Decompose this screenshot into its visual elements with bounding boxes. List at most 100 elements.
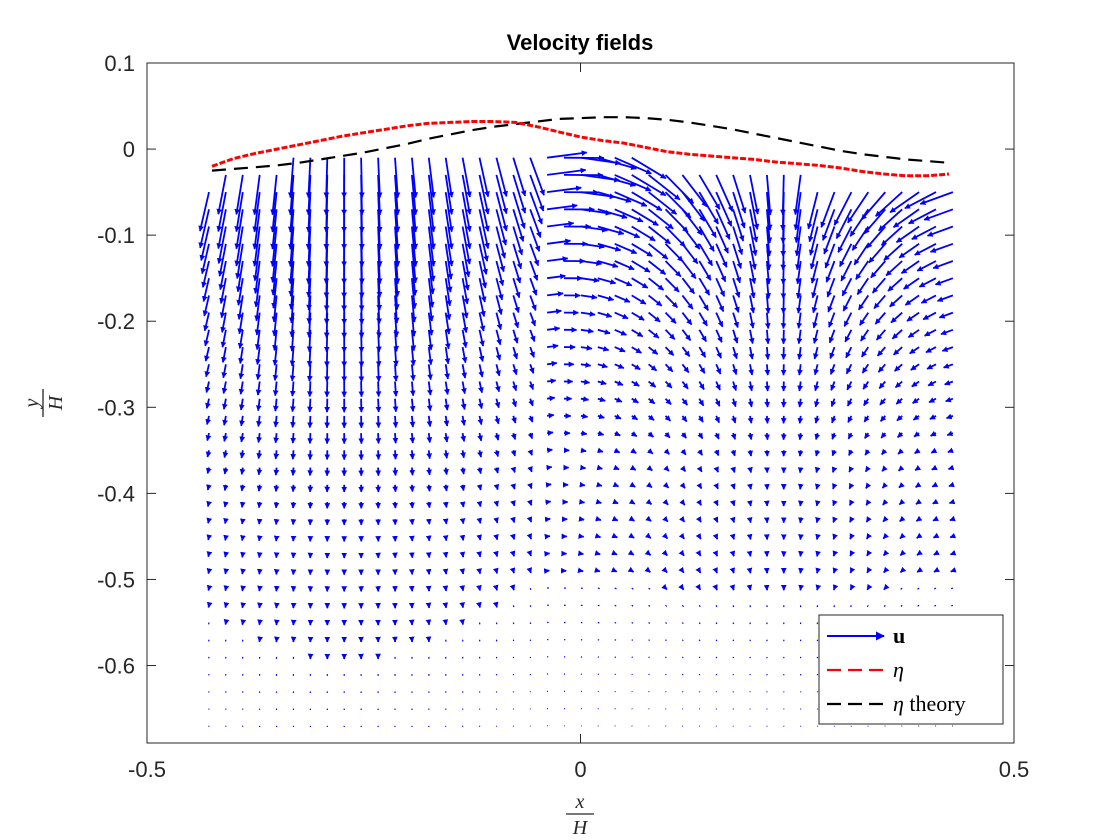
velocity-arrow [824, 243, 836, 269]
velocity-arrow [324, 347, 330, 368]
velocity-arrow [732, 622, 735, 625]
velocity-arrow [879, 415, 887, 422]
velocity-arrow [444, 226, 454, 267]
velocity-arrow [661, 566, 668, 574]
velocity-arrow [648, 604, 651, 607]
velocity-arrow [879, 398, 886, 406]
velocity-arrow [478, 312, 486, 332]
velocity-arrow [896, 414, 903, 422]
velocity-arrow [629, 464, 637, 471]
velocity-arrow [914, 243, 937, 256]
legend-label-eta-theory: η theory [893, 691, 966, 716]
velocity-arrow [461, 329, 468, 349]
velocity-arrow [461, 364, 468, 379]
velocity-arrow [916, 549, 923, 556]
velocity-arrow [749, 243, 757, 270]
velocity-arrow [579, 481, 586, 488]
velocity-arrow [594, 532, 602, 539]
velocity-arrow [204, 346, 210, 362]
velocity-arrow [288, 260, 295, 297]
velocity-arrow [938, 311, 954, 319]
velocity-arrow [238, 364, 245, 380]
velocity-arrow [831, 449, 838, 457]
velocity-arrow [461, 209, 472, 250]
velocity-arrow [681, 398, 689, 406]
velocity-arrow [878, 380, 886, 389]
velocity-arrow [795, 278, 802, 299]
velocity-arrow [766, 192, 773, 231]
velocity-arrow [713, 466, 720, 473]
velocity-arrow [393, 278, 400, 311]
legend-label-eta: η [893, 657, 904, 682]
velocity-arrow [857, 294, 870, 311]
velocity-arrow [631, 656, 634, 659]
velocity-arrow [256, 467, 263, 476]
velocity-arrow [610, 567, 618, 573]
velocity-arrow [882, 549, 890, 557]
velocity-arrow [765, 278, 772, 299]
velocity-arrow [665, 673, 667, 676]
velocity-arrow [865, 482, 872, 489]
velocity-arrow [914, 464, 922, 472]
velocity-arrow [648, 329, 660, 339]
velocity-arrow [664, 225, 686, 248]
velocity-arrow [580, 362, 592, 368]
velocity-arrow [495, 312, 503, 331]
velocity-arrow [920, 294, 937, 304]
velocity-arrow [427, 278, 435, 308]
velocity-arrow [443, 467, 449, 476]
velocity-arrow [287, 226, 295, 267]
velocity-arrow [375, 347, 382, 367]
velocity-arrow [426, 467, 432, 476]
velocity-arrow [793, 174, 802, 216]
velocity-arrow [273, 415, 279, 428]
velocity-arrow [797, 415, 804, 424]
velocity-arrow [476, 517, 483, 524]
velocity-arrow [546, 256, 569, 262]
velocity-arrow [512, 191, 526, 229]
velocity-arrow [529, 157, 545, 196]
velocity-arrow [947, 447, 954, 454]
velocity-arrow [394, 174, 401, 216]
velocity-arrow [527, 415, 534, 423]
velocity-arrow [730, 432, 737, 440]
velocity-arrow [811, 277, 819, 299]
velocity-arrow [494, 381, 501, 393]
velocity-arrow [252, 243, 261, 282]
velocity-arrow [495, 622, 498, 625]
y-tick-label: -0.6 [97, 654, 135, 679]
velocity-arrow [220, 312, 227, 333]
velocity-arrow [580, 242, 605, 250]
velocity-arrow [880, 225, 903, 246]
velocity-arrow [459, 585, 465, 592]
velocity-arrow [646, 465, 653, 472]
velocity-arrow [476, 551, 482, 558]
x-axis-label: x H [566, 791, 594, 839]
velocity-arrow [461, 346, 468, 364]
velocity-arrow [512, 174, 527, 214]
velocity-arrow [747, 398, 754, 408]
velocity-arrow [864, 465, 871, 473]
velocity-arrow [631, 414, 638, 421]
velocity-arrow [665, 639, 667, 642]
velocity-arrow [409, 398, 416, 412]
velocity-arrow [848, 449, 854, 456]
velocity-arrow [426, 398, 433, 412]
velocity-arrow [426, 415, 433, 428]
velocity-arrow [916, 260, 937, 272]
velocity-arrow [306, 364, 313, 382]
velocity-arrow [512, 329, 519, 344]
velocity-arrow [201, 277, 210, 302]
velocity-arrow [492, 584, 499, 591]
velocity-arrow [206, 567, 213, 575]
velocity-arrow [648, 690, 650, 693]
velocity-arrow [661, 532, 669, 540]
velocity-arrow [730, 449, 737, 457]
velocity-arrow [748, 346, 755, 360]
velocity-arrow [730, 415, 737, 424]
velocity-arrow [662, 482, 670, 489]
velocity-arrow [681, 691, 684, 693]
velocity-arrow [698, 381, 705, 390]
velocity-arrow [614, 604, 617, 607]
velocity-arrow [746, 550, 753, 557]
